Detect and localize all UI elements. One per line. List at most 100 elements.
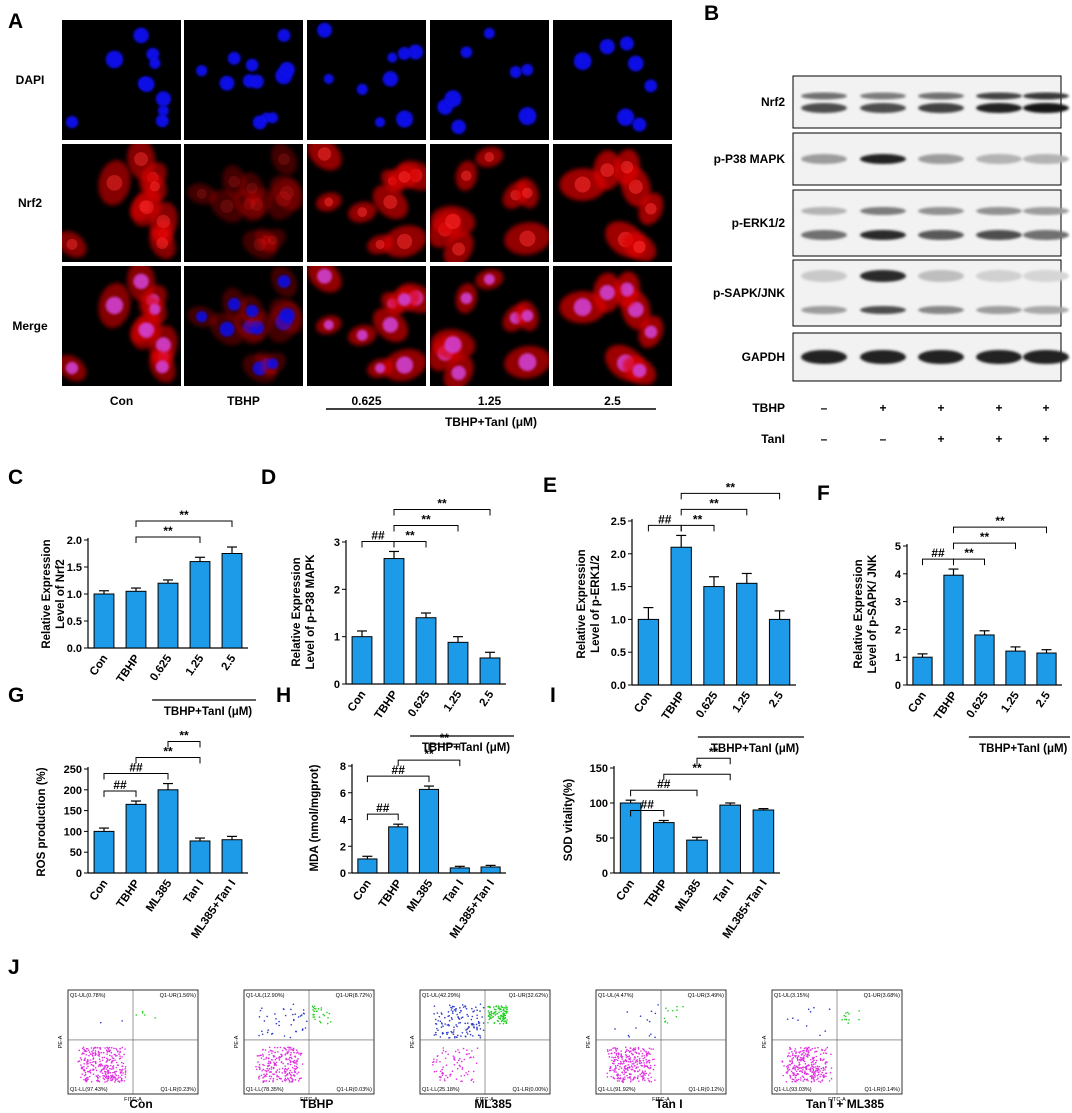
event-dot: [610, 1049, 613, 1051]
event-dot: [811, 1077, 813, 1080]
event-dot: [783, 1065, 785, 1067]
event-dot: [103, 1075, 106, 1077]
event-dot: [92, 1049, 95, 1051]
event-dot: [268, 1053, 270, 1056]
x-tick-label: 0.625: [406, 688, 433, 719]
event-dot: [451, 1070, 454, 1073]
band-gapdh: [976, 350, 1022, 364]
event-dot: [114, 1070, 117, 1073]
blot-label: Nrf2: [761, 95, 785, 109]
event-dot: [267, 1062, 270, 1065]
y-tick-label: 0: [334, 679, 340, 691]
event-dot: [633, 1064, 636, 1067]
event-dot: [493, 1008, 496, 1011]
nucleus: [227, 51, 241, 65]
event-dot: [614, 1069, 616, 1072]
event-dot: [437, 1019, 439, 1022]
y-axis-label-line1: Relative Expression: [853, 559, 865, 668]
nucleus: [155, 114, 169, 128]
event-dot: [270, 1033, 273, 1035]
event-dot: [270, 1068, 273, 1070]
event-dot: [299, 1054, 302, 1056]
x-tick-label: TBHP: [932, 690, 960, 723]
event-dot: [82, 1052, 84, 1054]
event-dot: [807, 1046, 810, 1049]
event-dot: [804, 1067, 807, 1070]
event-dot: [815, 1059, 818, 1062]
event-dot: [825, 1060, 827, 1063]
event-dot: [432, 1064, 434, 1066]
event-dot: [613, 1056, 615, 1059]
event-dot: [259, 1009, 262, 1012]
event-dot: [615, 1052, 618, 1055]
event-dot: [622, 1062, 625, 1064]
y-tick-label: 100: [64, 826, 82, 838]
event-dot: [504, 1007, 507, 1009]
event-dot: [858, 1010, 861, 1012]
event-dot: [629, 1076, 631, 1078]
event-dot: [824, 1049, 826, 1052]
event-dot: [502, 1016, 505, 1019]
bar: [480, 866, 501, 874]
nucleus-nrf2: [324, 197, 334, 207]
event-dot: [796, 1058, 799, 1061]
event-dot: [788, 1052, 790, 1054]
event-dot: [795, 1052, 797, 1055]
event-dot: [461, 1066, 464, 1069]
x-tick-label: 1.25: [184, 652, 207, 678]
event-dot: [256, 1055, 259, 1057]
event-dot: [476, 1017, 478, 1020]
condition-label: TanI: [761, 432, 785, 446]
event-dot: [468, 1030, 471, 1033]
nucleus-merge: [396, 356, 414, 374]
event-dot: [828, 1080, 831, 1082]
event-dot: [641, 1055, 643, 1057]
event-dot: [85, 1067, 88, 1070]
event-dot: [118, 1068, 121, 1071]
event-dot: [83, 1058, 86, 1061]
event-dot: [616, 1059, 619, 1062]
y-axis-label: Relative Expression Level of Nrf2: [41, 539, 67, 648]
event-dot: [284, 1077, 287, 1080]
event-dot: [101, 1068, 103, 1071]
event-dot: [275, 1018, 277, 1020]
condition-mark: +: [1042, 401, 1049, 415]
event-dot: [798, 1058, 801, 1061]
event-dot: [638, 1057, 641, 1060]
event-dot: [450, 1030, 453, 1033]
event-dot: [789, 1075, 792, 1077]
event-dot: [295, 1030, 297, 1033]
event-dot: [822, 1052, 825, 1054]
quadrant-ul-label: Q1-UL(12.90%): [246, 993, 285, 999]
event-dot: [105, 1049, 108, 1051]
event-dot: [791, 1054, 794, 1057]
event-dot: [822, 1074, 824, 1077]
event-dot: [807, 1051, 810, 1054]
bar: [703, 586, 725, 686]
event-dot: [487, 1010, 490, 1012]
quadrant-ll-label: Q1-LL(78.35%): [246, 1087, 284, 1093]
event-dot: [819, 1075, 822, 1078]
event-dot: [606, 1049, 609, 1051]
blot-label: p-ERK1/2: [732, 216, 786, 230]
event-dot: [453, 1058, 455, 1060]
nucleus-nrf2: [375, 239, 385, 250]
event-dot: [800, 1047, 802, 1049]
significance-bracket: [393, 508, 491, 516]
event-dot: [809, 1011, 812, 1013]
event-dot: [447, 1053, 450, 1056]
event-dot: [83, 1048, 85, 1051]
y-axis-label-line2: Level of p-P38 MAPK: [305, 554, 317, 670]
event-dot: [647, 1052, 649, 1055]
event-dot: [803, 1049, 805, 1052]
bar: [157, 789, 179, 874]
event-dot: [115, 1074, 118, 1077]
event-dot: [294, 1068, 297, 1070]
event-dot: [641, 1076, 644, 1078]
panel-label-b: B: [704, 2, 719, 25]
event-dot: [459, 1065, 462, 1068]
bar: [447, 641, 469, 685]
nucleus-merge: [323, 319, 334, 330]
blot-membrane: [792, 189, 1062, 257]
event-dot: [643, 1049, 646, 1052]
